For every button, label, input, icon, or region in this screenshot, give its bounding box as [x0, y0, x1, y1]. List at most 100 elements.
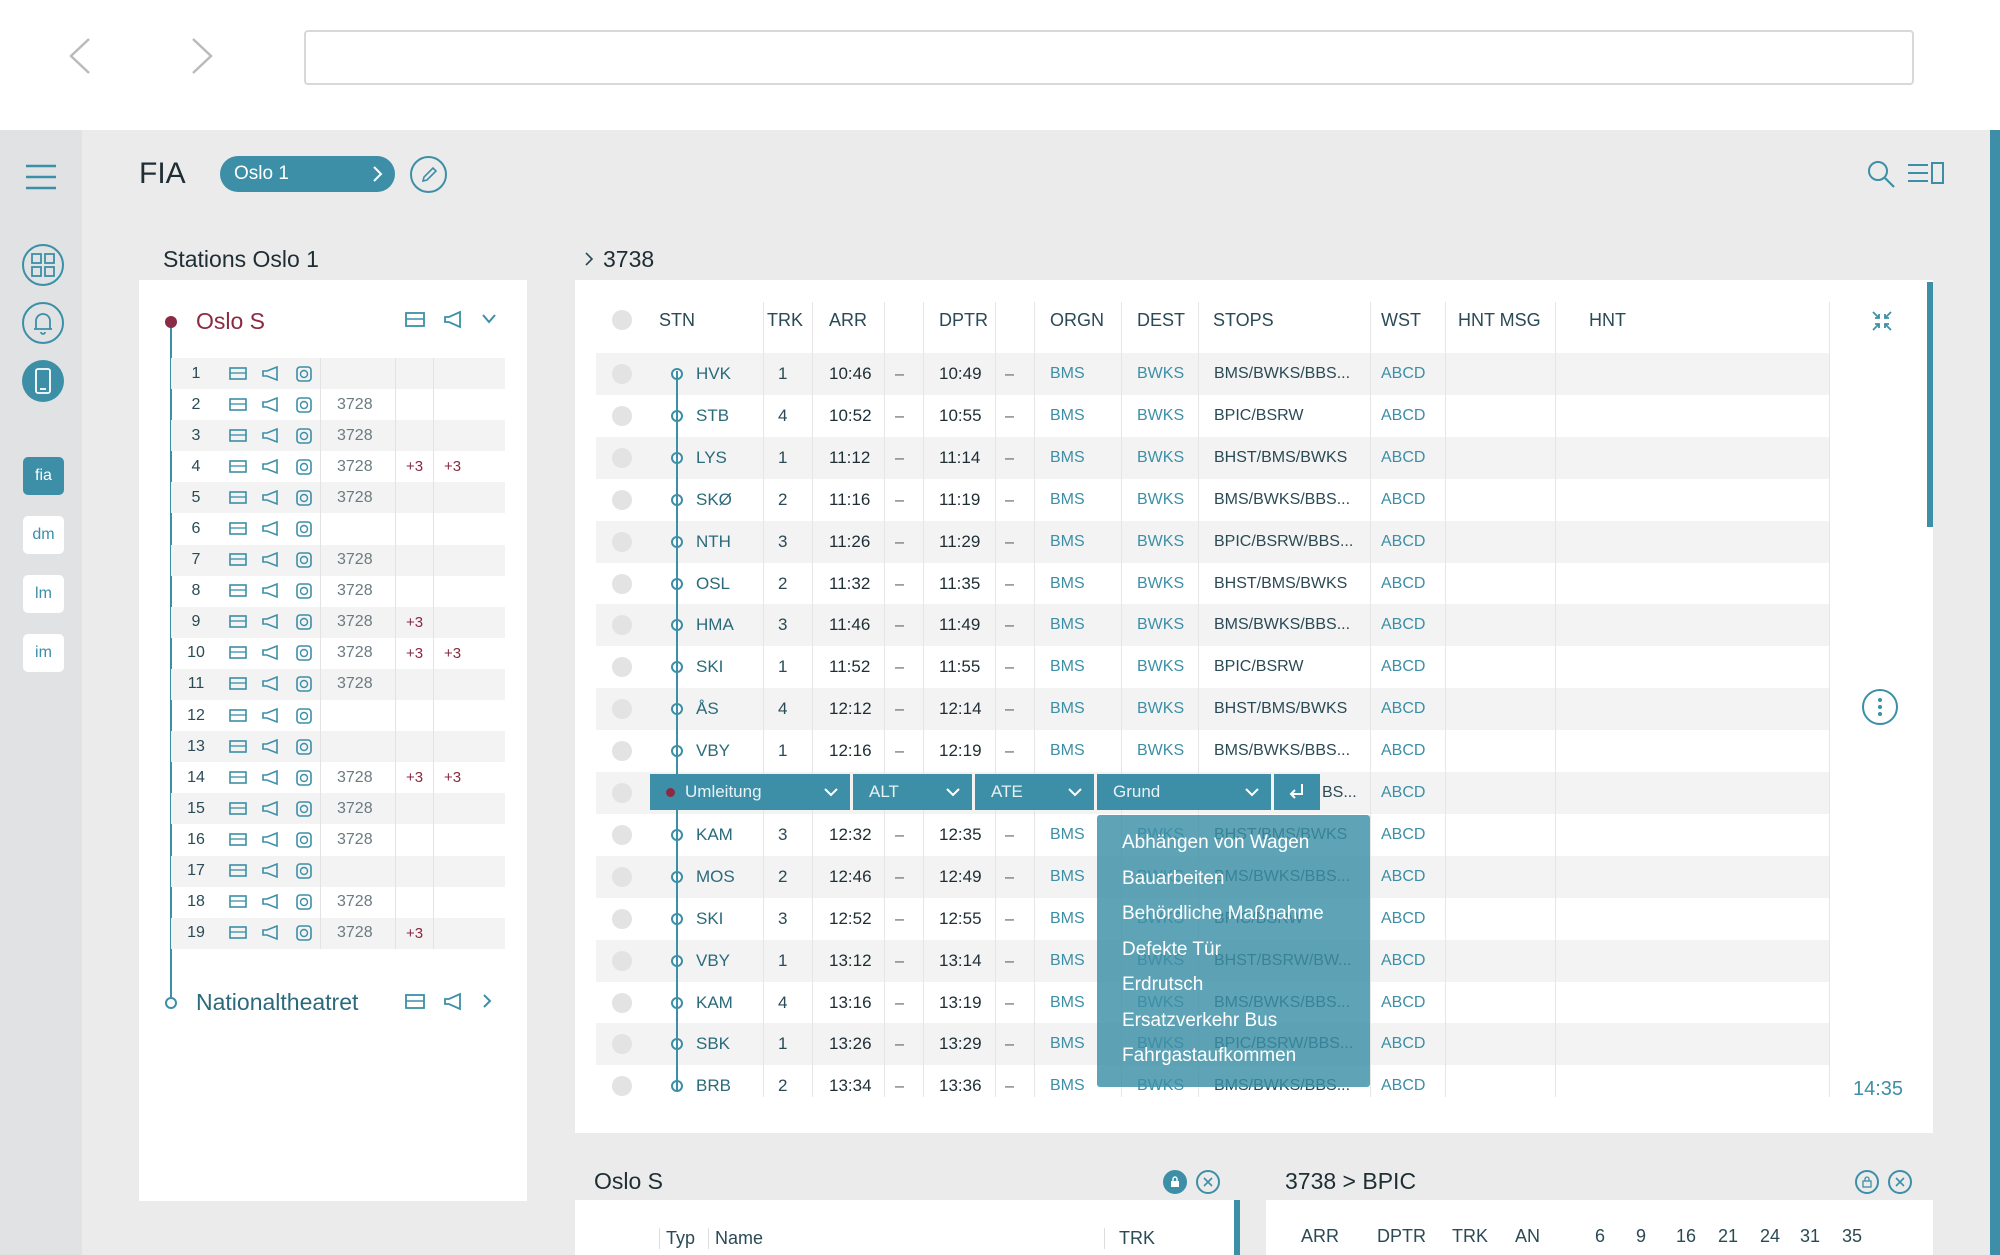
announce-icon[interactable] [254, 607, 287, 638]
chevron-down-icon[interactable] [480, 312, 498, 331]
row-checkbox[interactable] [612, 866, 632, 887]
detail-col[interactable]: 31 [1800, 1226, 1821, 1246]
reason-option[interactable]: Bauarbeiten [1122, 867, 1225, 889]
row-checkbox[interactable] [612, 405, 632, 426]
camera-icon[interactable] [287, 731, 320, 762]
camera-icon[interactable] [287, 638, 320, 669]
detail-col[interactable]: 24 [1760, 1226, 1781, 1246]
train-row[interactable]: SKI 1 11:52 – 11:55 – BMS BWKS BPIC/BSRW ABCD [596, 646, 1830, 688]
announce-icon[interactable] [254, 638, 287, 669]
reason-option[interactable]: Erdrutsch [1122, 974, 1204, 995]
track-row[interactable]: 16 3728 [171, 824, 505, 856]
announce-icon[interactable] [254, 762, 287, 793]
col-orgn[interactable]: ORGN [1050, 309, 1104, 330]
announce-icon[interactable] [254, 918, 287, 949]
row-checkbox[interactable] [612, 489, 632, 510]
close-icon[interactable] [1888, 1170, 1912, 1194]
edit-button[interactable] [410, 156, 447, 193]
col-stops[interactable]: STOPS [1213, 309, 1274, 330]
nav-tab-lm[interactable]: lm [23, 575, 64, 613]
camera-icon[interactable] [287, 824, 320, 855]
dashboard-icon[interactable] [22, 244, 64, 286]
track-row[interactable]: 1 [171, 358, 505, 390]
col-dptr[interactable]: DPTR [939, 309, 988, 330]
track-row[interactable]: 11 3728 [171, 668, 505, 701]
more-options-icon[interactable] [1862, 689, 1898, 725]
camera-icon[interactable] [287, 576, 320, 607]
col-stn[interactable]: STN [659, 309, 695, 330]
row-checkbox[interactable] [612, 1076, 632, 1097]
display-icon[interactable] [404, 310, 428, 335]
ate-select[interactable]: ATE [975, 774, 1094, 810]
collapse-icon[interactable] [1870, 309, 1894, 338]
train-row[interactable]: LYS 1 11:12 – 11:14 – BMS BWKS BHST/BMS/BWKS ABCD [596, 436, 1830, 479]
camera-icon[interactable] [287, 793, 320, 824]
announce-icon[interactable] [254, 451, 287, 482]
reason-option[interactable]: Ersatzverkehr Bus [1122, 1009, 1278, 1031]
row-checkbox[interactable] [612, 447, 632, 468]
track-row[interactable]: 7 3728 [171, 544, 505, 576]
display-icon[interactable] [221, 420, 254, 451]
detail-col[interactable]: AN [1515, 1226, 1541, 1246]
display-icon[interactable] [221, 731, 254, 762]
col-dest[interactable]: DEST [1137, 309, 1186, 330]
row-checkbox[interactable] [612, 783, 632, 803]
col-wst[interactable]: WST [1381, 309, 1421, 330]
detail-col[interactable]: ARR [1301, 1226, 1340, 1246]
display-icon[interactable] [221, 887, 254, 918]
train-row[interactable]: HVK 1 10:46 – 10:49 – BMS BWKS BMS/BWKS/BBS... AB… [596, 353, 1830, 395]
train-row[interactable]: NTH 3 11:26 – 11:29 – BMS BWKS BPIC/BSRW/BBS... A… [596, 520, 1830, 563]
train-row[interactable]: OSL 2 11:32 – 11:35 – BMS BWKS BHST/BMS/BWKS ABCD [596, 563, 1830, 605]
track-row[interactable]: 17 [171, 855, 505, 887]
col-trk[interactable]: TRK [1104, 1228, 1155, 1249]
train-row[interactable]: ÅS 4 12:12 – 12:14 – BMS BWKS BHST/BMS/BWKS ABCD [596, 688, 1830, 731]
display-icon[interactable] [221, 669, 254, 700]
announce-icon[interactable] [442, 310, 466, 335]
track-row[interactable]: 18 3728 [171, 886, 505, 918]
alt-select[interactable]: ALT [853, 774, 972, 810]
camera-icon[interactable] [287, 762, 320, 793]
layout-button[interactable] [1906, 156, 1946, 192]
display-icon[interactable] [221, 856, 254, 887]
row-checkbox[interactable] [612, 824, 632, 845]
display-icon[interactable] [221, 513, 254, 544]
close-icon[interactable] [1196, 1170, 1220, 1194]
detail-col[interactable]: 21 [1718, 1226, 1739, 1246]
announce-icon[interactable] [254, 856, 287, 887]
address-bar[interactable] [304, 30, 1914, 85]
reason-option[interactable]: Abhängen von Wagen [1122, 832, 1310, 853]
track-row[interactable]: 6 [171, 513, 505, 545]
row-checkbox[interactable] [612, 657, 632, 678]
detail-col[interactable]: 16 [1676, 1226, 1697, 1246]
col-hnt[interactable]: HNT [1589, 309, 1626, 330]
train-row[interactable]: SKØ 2 11:16 – 11:19 – BMS BWKS BMS/BWKS/BBS... AB… [596, 479, 1830, 521]
camera-icon[interactable] [287, 607, 320, 638]
track-row[interactable]: 5 3728 [171, 482, 505, 514]
display-icon[interactable] [221, 389, 254, 420]
display-icon[interactable] [221, 451, 254, 482]
camera-icon[interactable] [287, 389, 320, 420]
first-station-name[interactable]: Oslo S [196, 308, 266, 334]
track-row[interactable]: 10 3728 +3 +3 [171, 637, 505, 669]
col-hnt-msg[interactable]: HNT MSG [1458, 309, 1541, 330]
nav-tab-dm[interactable]: dm [23, 516, 64, 554]
camera-icon[interactable] [287, 918, 320, 949]
detail-col[interactable]: 6 [1595, 1226, 1606, 1246]
display-icon[interactable] [221, 918, 254, 949]
detail-col[interactable]: DPTR [1377, 1226, 1426, 1246]
announce-icon[interactable] [254, 358, 287, 389]
display-icon[interactable] [221, 607, 254, 638]
row-checkbox[interactable] [612, 1034, 632, 1055]
menu-icon[interactable] [24, 162, 58, 192]
col-name[interactable]: Name [708, 1228, 763, 1249]
track-row[interactable]: 8 3728 [171, 575, 505, 607]
announce-icon[interactable] [254, 700, 287, 731]
camera-icon[interactable] [287, 545, 320, 576]
announce-icon[interactable] [254, 482, 287, 513]
train-breadcrumb[interactable]: 3738 [603, 246, 655, 272]
lock-icon[interactable] [1163, 1170, 1187, 1194]
track-row[interactable]: 2 3728 [171, 389, 505, 421]
train-row[interactable]: HMA 3 11:46 – 11:49 – BMS BWKS BMS/BWKS/BBS... AB… [596, 604, 1830, 647]
select-all-checkbox[interactable] [612, 310, 632, 330]
row-checkbox[interactable] [612, 908, 632, 929]
